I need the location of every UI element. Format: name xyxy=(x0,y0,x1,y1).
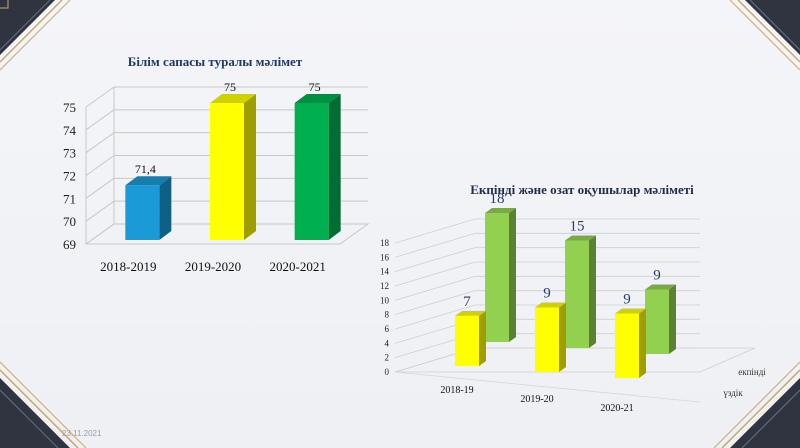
slide-date: 23.11.2021 xyxy=(62,429,102,438)
chart2-side-grid xyxy=(394,261,476,287)
chart2-ytick-label: 10 xyxy=(380,295,390,305)
chart1-ytick-label: 72 xyxy=(63,169,76,184)
chart2-data-label: 9 xyxy=(623,292,631,308)
chart2-category-label: 2020-21 xyxy=(600,403,633,414)
chart1-side-grid xyxy=(85,132,115,154)
chart2-title: Екпінді және озат оқушылар мәліметі xyxy=(470,182,694,197)
frame-top-right xyxy=(729,0,800,71)
chart1-side-grid xyxy=(85,86,115,108)
chart1-ytick-label: 69 xyxy=(63,237,76,252)
chart-ekpindi-ozat: Екпінді және озат оқушылар мәліметі 0 2 4 6… xyxy=(380,182,766,414)
chart1-ytick-label: 71 xyxy=(63,191,76,206)
chart2-series-label: үздік xyxy=(723,388,743,398)
chart2-data-label: 18 xyxy=(490,191,505,207)
chart2-data-label: 9 xyxy=(653,268,661,284)
chart1-side-grid xyxy=(85,155,115,176)
chart1-side-grid xyxy=(85,200,115,222)
chart2-ytick-label: 14 xyxy=(380,267,390,277)
chart1-side-grid xyxy=(85,177,115,199)
chart2-ytick-label: 4 xyxy=(385,338,390,348)
chart1-data-label: 71,4 xyxy=(135,162,156,176)
chart-bilim-sapasy: Білім сапасы туралы мәлімет 69 70 71 72 73 74… xyxy=(63,54,370,274)
chart1-category-label: 2019-2020 xyxy=(185,259,241,274)
chart2-data-label: 7 xyxy=(463,294,471,310)
chart2-bar-екпінді-2019-20 xyxy=(565,235,596,348)
chart2-ytick-label: 16 xyxy=(380,252,390,262)
chart2-ytick-label: 12 xyxy=(380,281,389,291)
chart1-ytick-label: 73 xyxy=(63,146,76,161)
chart2-front-edge xyxy=(394,371,701,403)
frame-bottom-right xyxy=(713,361,800,448)
chart2-category-label: 2018-19 xyxy=(440,385,473,396)
chart2-side-grid xyxy=(394,304,476,330)
chart1-category-label: 2018-2019 xyxy=(100,259,156,274)
chart1-ytick-label: 70 xyxy=(63,214,76,229)
chart2-side-grid xyxy=(394,232,476,258)
chart2-bar-екпінді-2018-19 xyxy=(485,208,516,342)
chart1-bar-2020-2021 xyxy=(294,94,341,240)
chart1-category-label: 2020-2021 xyxy=(269,259,325,274)
chart2-data-label: 9 xyxy=(543,286,551,302)
chart2-ytick-label: 2 xyxy=(385,353,390,363)
frame-top-left xyxy=(0,0,71,71)
chart2-ytick-label: 18 xyxy=(380,238,390,248)
chart2-side-grid xyxy=(394,247,476,273)
chart2-side-grid xyxy=(394,218,476,244)
chart2-side-grid xyxy=(394,275,476,301)
chart2-data-label: 15 xyxy=(570,219,585,235)
chart1-data-label: 75 xyxy=(224,80,236,94)
chart2-ytick-label: 6 xyxy=(385,324,390,334)
chart1-bar-2018-2019 xyxy=(125,176,172,240)
chart2-bar-үздік-2018-19 xyxy=(455,310,486,366)
chart2-bar-үздік-2020-21 xyxy=(615,308,646,378)
chart1-data-label: 75 xyxy=(309,80,321,94)
chart2-side-grid xyxy=(394,290,476,316)
chart1-bar-2019-2020 xyxy=(210,94,256,240)
chart1-side-grid xyxy=(85,109,115,131)
chart1-floor xyxy=(84,223,370,245)
chart2-ytick-label: 8 xyxy=(385,310,390,320)
chart2-bar-екпінді-2020-21 xyxy=(645,284,676,354)
frame-bottom-left xyxy=(0,361,87,448)
chart2-ytick-label: 0 xyxy=(385,367,390,377)
chart1-title: Білім сапасы туралы мәлімет xyxy=(128,54,303,69)
chart2-category-label: 2019-20 xyxy=(520,394,553,405)
chart2-series-label: екпінді xyxy=(738,367,766,377)
chart1-ytick-label: 74 xyxy=(63,123,77,138)
chart2-bar-үздік-2019-20 xyxy=(535,302,566,372)
chart2-floor xyxy=(394,347,756,373)
chart1-ytick-label: 75 xyxy=(63,100,76,115)
